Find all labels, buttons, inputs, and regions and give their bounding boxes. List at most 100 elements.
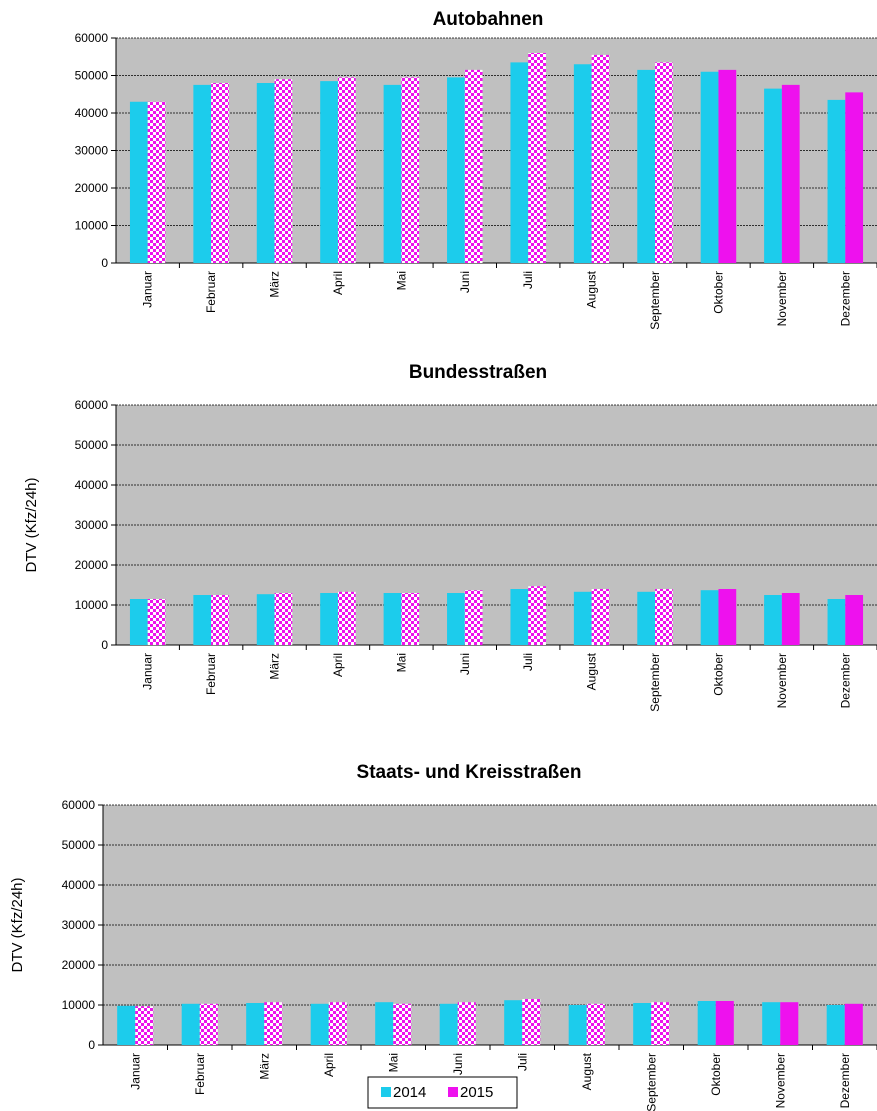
x-tick-label: November — [775, 271, 789, 326]
bar-2015-Juli — [528, 586, 546, 645]
bar-2015-März — [274, 593, 293, 645]
bar-2014-Juli — [504, 1000, 523, 1045]
x-tick-label: Mai — [394, 271, 408, 290]
bar-2015-Mai — [393, 1003, 412, 1045]
y-tick-label: 60000 — [75, 31, 109, 45]
x-tick-label: August — [580, 1052, 594, 1090]
bar-2014-März — [256, 83, 275, 263]
bar-2015-Dezember — [845, 92, 864, 263]
bar-2015-September — [655, 589, 673, 645]
bar-2015-Januar — [147, 101, 166, 263]
x-tick-label: Dezember — [838, 271, 852, 326]
y-tick-label: 50000 — [75, 438, 109, 452]
bar-2014-Februar — [193, 595, 212, 645]
x-tick-label: Oktober — [709, 1053, 723, 1096]
chart-panel-2: 0 10000 20000 30000 40000 50000 60000 Bundesstr… — [23, 362, 877, 712]
y-tick-label: 40000 — [75, 106, 109, 120]
bar-2014-Oktober — [697, 1001, 716, 1045]
bar-2014-August — [568, 1005, 587, 1045]
x-tick-label: Februar — [193, 1053, 207, 1095]
y-tick-label: 60000 — [75, 398, 109, 412]
legend-swatch-2015 — [448, 1087, 458, 1097]
bar-2014-März — [246, 1003, 265, 1045]
legend-box — [367, 1076, 518, 1109]
x-tick-label: Juli — [521, 271, 535, 289]
bar-2014-April — [320, 593, 338, 645]
bar-2015-März — [274, 79, 293, 263]
x-tick-label: Juni — [458, 271, 472, 293]
legend-label-2015: 2015 — [460, 1084, 493, 1101]
bar-2014-Juni — [439, 1003, 458, 1045]
x-tick-label: Januar — [141, 271, 155, 308]
x-tick-label: Juli — [521, 653, 535, 671]
y-tick-label: 30000 — [75, 518, 109, 532]
x-tick-label: April — [322, 1053, 336, 1077]
bar-2014-August — [573, 591, 592, 645]
y-tick-label: 50000 — [75, 69, 109, 83]
x-tick-label: März — [268, 271, 282, 298]
bar-2014-Januar — [129, 599, 148, 645]
x-tick-label: März — [257, 1053, 271, 1080]
bar-2014-Februar — [193, 84, 212, 263]
x-tick-label: Dezember — [838, 1053, 852, 1108]
bar-2014-Mai — [383, 84, 402, 263]
bar-2015-April — [337, 591, 356, 645]
bar-2015-April — [337, 77, 356, 263]
bar-2015-Februar — [199, 1003, 218, 1045]
y-tick-label: 20000 — [75, 558, 109, 572]
bar-2015-Juli — [522, 999, 541, 1045]
bar-2014-April — [320, 81, 338, 263]
bar-2015-August — [586, 1003, 605, 1045]
bar-2014-Oktober — [700, 590, 719, 645]
y-tick-label: 0 — [101, 256, 108, 270]
y-tick-label: 60000 — [62, 798, 96, 812]
x-tick-label: April — [331, 271, 345, 295]
bar-2015-Mai — [401, 593, 420, 645]
bar-2014-September — [637, 591, 656, 645]
y-tick-label: 40000 — [62, 878, 96, 892]
bar-2014-März — [256, 594, 275, 645]
bar-2014-Mai — [375, 1002, 394, 1045]
x-tick-label: Juni — [458, 653, 472, 675]
bar-2015-August — [591, 54, 610, 263]
bar-2014-August — [573, 64, 592, 263]
x-tick-label: April — [331, 653, 345, 677]
bar-2015-November — [781, 593, 800, 645]
x-tick-label: Februar — [204, 271, 218, 313]
bar-2014-Februar — [181, 1003, 200, 1045]
y-tick-label: 10000 — [75, 598, 109, 612]
legend-label-2014: 2014 — [393, 1084, 426, 1101]
y-axis-label: DTV (Kfz/24h) — [9, 877, 26, 972]
bar-2014-November — [764, 595, 782, 645]
bar-2015-Juni — [464, 590, 483, 645]
chart-title: Bundesstraßen — [409, 362, 547, 383]
bar-2014-Januar — [117, 1005, 136, 1045]
x-tick-label: Februar — [204, 653, 218, 695]
bar-2015-Februar — [211, 595, 229, 645]
y-tick-label: 10000 — [75, 219, 109, 233]
x-tick-label: Oktober — [711, 653, 725, 696]
x-tick-label: September — [648, 271, 662, 330]
bar-2014-Juni — [447, 593, 465, 645]
chart-title: Staats- und Kreisstraßen — [357, 762, 582, 783]
bar-2014-Juli — [510, 62, 529, 263]
y-tick-label: 10000 — [62, 998, 96, 1012]
bar-2015-Juli — [528, 53, 546, 263]
bar-2015-Januar — [135, 1006, 154, 1045]
bar-2015-Oktober — [718, 69, 737, 263]
bar-2014-November — [764, 88, 782, 263]
x-tick-label: September — [648, 653, 662, 712]
y-tick-label: 0 — [101, 638, 108, 652]
bar-2015-Februar — [211, 83, 229, 263]
x-tick-label: September — [644, 1053, 658, 1111]
x-tick-label: Dezember — [838, 653, 852, 708]
bar-2014-September — [637, 69, 656, 263]
bar-2014-September — [633, 1003, 652, 1045]
bar-2014-Oktober — [700, 71, 719, 263]
x-tick-label: August — [585, 270, 599, 308]
bar-2014-November — [762, 1002, 781, 1045]
x-tick-label: Januar — [128, 1053, 142, 1090]
y-tick-label: 20000 — [75, 181, 109, 195]
x-tick-label: Juni — [451, 1053, 465, 1075]
